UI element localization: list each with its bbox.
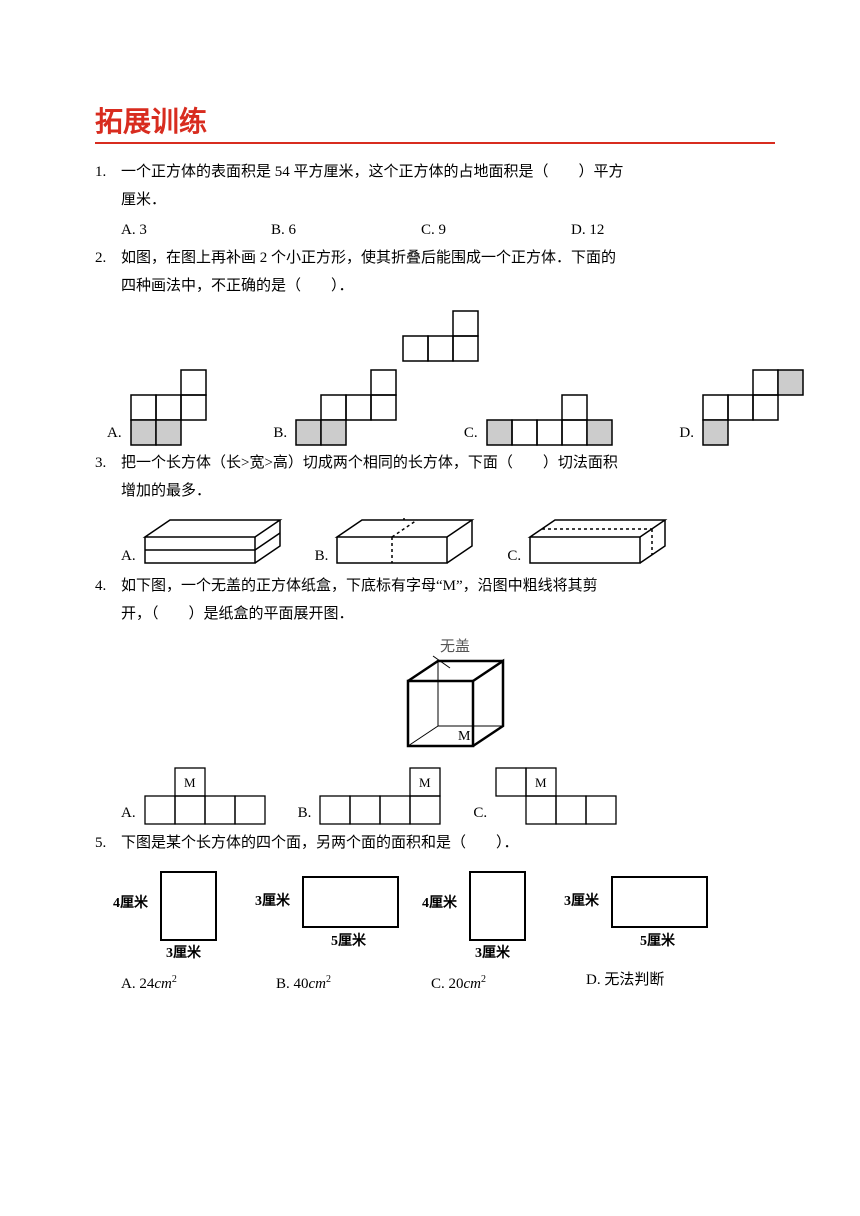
q2-opt-a: A. [107, 367, 208, 447]
q5-opt-c: C. 20cm2 [431, 966, 586, 998]
q2-line1: 如图，在图上再补画 2 个小正方形，使其折叠后能围成一个正方体．下面的 [121, 244, 775, 272]
svg-text:M: M [184, 775, 196, 790]
q3-line1: 把一个长方体（长>宽>高）切成两个相同的长方体，下面（ ）切法面积 [121, 449, 775, 477]
q5-opt-b: B. 40cm2 [276, 966, 431, 998]
q1-opt-a: A. 3 [121, 216, 271, 244]
question-2: 2. 如图，在图上再补画 2 个小正方形，使其折叠后能围成一个正方体．下面的 四… [121, 244, 775, 447]
q4-cube-figure: 无盖 M [121, 636, 775, 761]
q1-num: 1. [95, 158, 106, 186]
section-title: 拓展训练 [95, 100, 775, 144]
q4-opt-c: C. M [473, 765, 621, 827]
q2-base-figure [121, 308, 775, 363]
svg-text:M: M [535, 775, 547, 790]
q3-num: 3. [95, 449, 106, 477]
q2-opt-d: D. [679, 367, 805, 447]
svg-text:5厘米: 5厘米 [640, 932, 676, 949]
question-3: 3. 把一个长方体（长>宽>高）切成两个相同的长方体，下面（ ）切法面积 增加的… [121, 449, 775, 570]
q5-opt-a: A. 24cm2 [121, 966, 276, 998]
q3-line2: 增加的最多． [121, 477, 775, 505]
q1-line2: 厘米． [121, 186, 775, 214]
svg-text:3厘米: 3厘米 [255, 892, 291, 909]
q2-line2: 四种画法中，不正确的是（ ）． [121, 272, 775, 300]
q2-opt-b: B. [273, 367, 398, 447]
svg-text:M: M [419, 775, 431, 790]
q4-line1: 如下图，一个无盖的正方体纸盒，下底标有字母“M”，沿图中粗线将其剪 [121, 572, 775, 600]
q5-face-3: 4厘米 3厘米 [420, 867, 550, 962]
q4-opt-b: B. M [298, 765, 446, 827]
question-4: 4. 如下图，一个无盖的正方体纸盒，下底标有字母“M”，沿图中粗线将其剪 开，（… [121, 572, 775, 827]
q4-opt-a: A. M [121, 765, 270, 827]
svg-text:3厘米: 3厘米 [564, 892, 600, 909]
q3-opt-b: B. [315, 515, 478, 570]
lid-label: 无盖 [440, 638, 470, 655]
q5-face-1: 4厘米 3厘米 [111, 867, 241, 962]
svg-text:5厘米: 5厘米 [331, 932, 367, 949]
m-label: M [458, 729, 471, 744]
q5-face-2: 3厘米 5厘米 [253, 867, 408, 962]
q4-line2: 开，（ ）是纸盒的平面展开图． [121, 600, 775, 628]
q1-line1: 一个正方体的表面积是 54 平方厘米，这个正方体的占地面积是（ ）平方 [121, 158, 775, 186]
svg-text:3厘米: 3厘米 [166, 944, 202, 961]
q5-opt-d: D. 无法判断 [586, 966, 741, 998]
q4-num: 4. [95, 572, 106, 600]
question-5: 5. 下图是某个长方体的四个面，另两个面的面积和是（ ）． 4厘米 3厘米 3厘… [121, 829, 775, 998]
q2-opt-c: C. [464, 392, 614, 447]
q3-opt-c: C. [507, 515, 670, 570]
q5-line1: 下图是某个长方体的四个面，另两个面的面积和是（ ）． [121, 829, 775, 857]
question-1: 1. 一个正方体的表面积是 54 平方厘米，这个正方体的占地面积是（ ）平方 厘… [121, 158, 775, 244]
svg-text:3厘米: 3厘米 [475, 944, 511, 961]
q3-opt-a: A. [121, 515, 285, 570]
q1-opt-b: B. 6 [271, 216, 421, 244]
q5-num: 5. [95, 829, 106, 857]
q1-opt-d: D. 12 [571, 216, 721, 244]
q5-face-4: 3厘米 5厘米 [562, 867, 717, 962]
svg-text:4厘米: 4厘米 [113, 894, 149, 911]
svg-text:4厘米: 4厘米 [422, 894, 458, 911]
q2-num: 2. [95, 244, 106, 272]
q1-opt-c: C. 9 [421, 216, 571, 244]
